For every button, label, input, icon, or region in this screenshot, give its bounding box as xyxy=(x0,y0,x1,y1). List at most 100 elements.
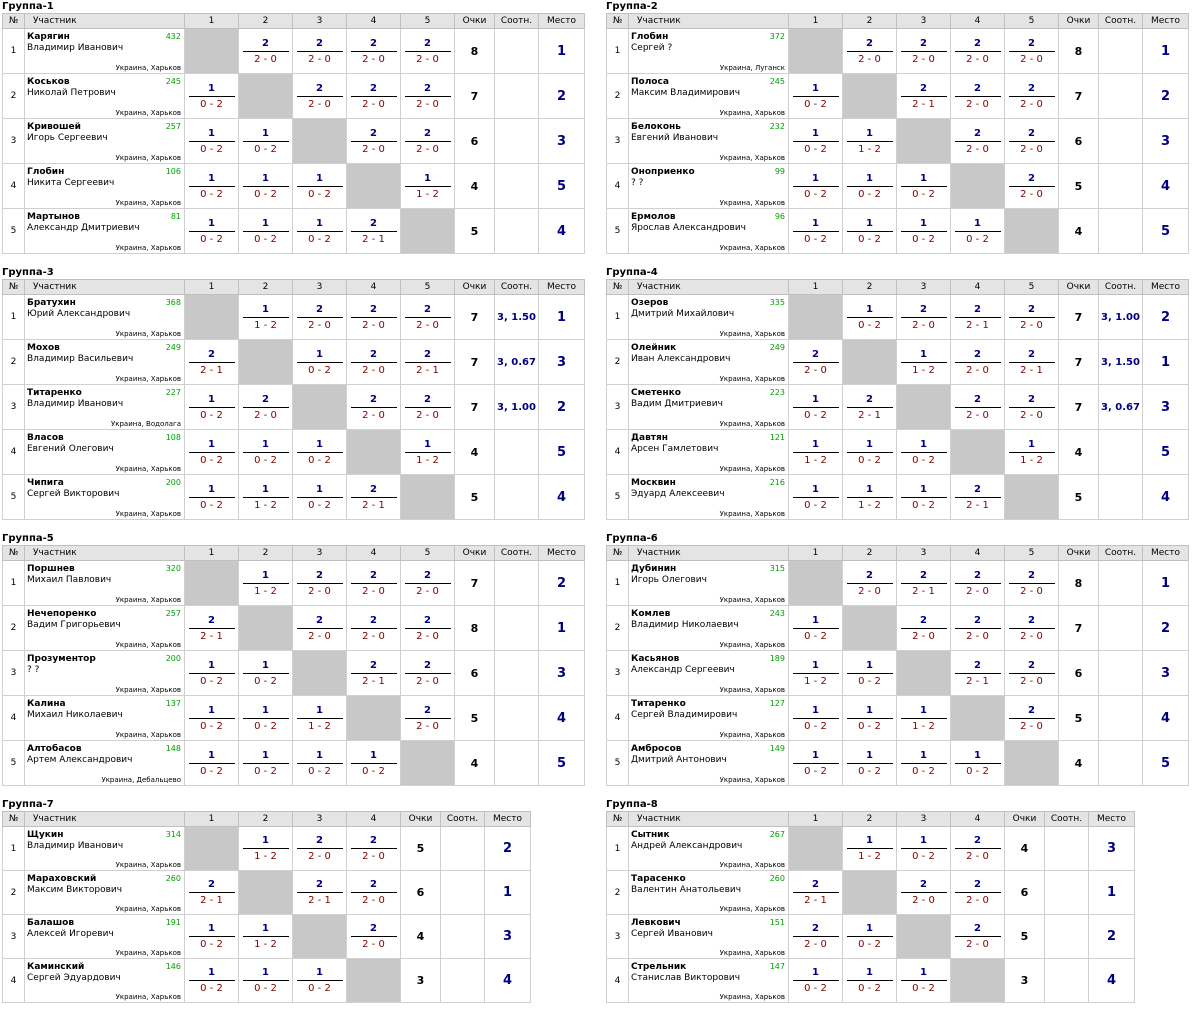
player-surname[interactable]: Комлев xyxy=(631,609,671,619)
match-score: 2 - 1 xyxy=(966,675,989,687)
match-score: 2 - 1 xyxy=(858,409,881,421)
match-cell: 1 0 - 2 xyxy=(788,474,843,520)
match-cell: 1 0 - 2 xyxy=(184,474,239,520)
player-surname[interactable]: Чипига xyxy=(27,478,64,488)
score-divider xyxy=(954,848,1001,849)
header-num: № xyxy=(2,545,25,561)
header-points: Очки xyxy=(1058,545,1099,561)
player-first-name: Евгений Олегович xyxy=(27,444,114,454)
match-score: 0 - 2 xyxy=(200,675,223,687)
player-surname[interactable]: Каминский xyxy=(27,962,85,972)
player-rating: 200 xyxy=(165,654,181,663)
match-score: 2 - 1 xyxy=(912,98,935,110)
match-points: 2 xyxy=(974,348,981,360)
match-result: 1 0 - 2 xyxy=(792,393,839,422)
player-surname[interactable]: Власов xyxy=(27,433,64,443)
player-surname[interactable]: Белоконь xyxy=(631,122,681,132)
match-points: 2 xyxy=(974,82,981,94)
match-points: 1 xyxy=(262,569,269,581)
match-result: 1 0 - 2 xyxy=(188,438,235,467)
player-surname[interactable]: Алтобасов xyxy=(27,744,82,754)
match-points: 2 xyxy=(1028,348,1035,360)
player-surname[interactable]: Сытник xyxy=(631,830,670,840)
player-surname[interactable]: Балашов xyxy=(27,918,75,928)
match-score: 2 - 0 xyxy=(254,409,277,421)
match-points: 1 xyxy=(866,704,873,716)
match-result: 1 1 - 2 xyxy=(242,483,289,512)
player-surname[interactable]: Озеров xyxy=(631,298,669,308)
player-surname[interactable]: Москвин xyxy=(631,478,676,488)
player-surname[interactable]: Мараховский xyxy=(27,874,97,884)
player-surname[interactable]: Дубинин xyxy=(631,564,677,574)
player-surname[interactable]: Карягин xyxy=(27,32,70,42)
player-surname[interactable]: Полоса xyxy=(631,77,669,87)
player-surname[interactable]: Коськов xyxy=(27,77,70,87)
player-row: 5 Ермолов 96 Ярослав Александрович Украина, … xyxy=(606,208,1189,254)
player-surname[interactable]: Братухин xyxy=(27,298,76,308)
match-cell: 2 2 - 0 xyxy=(1004,650,1059,696)
player-surname[interactable]: Глобин xyxy=(27,167,65,177)
player-row: 1 Щукин 314 Владимир Иванович Украина, Харьк… xyxy=(2,826,531,871)
player-surname[interactable]: Левкович xyxy=(631,918,681,928)
score-divider xyxy=(1008,672,1055,674)
group-table: № Участник 1 2 3 4 5 Очки Соотн. Место 1 Карягин 432… xyxy=(2,13,585,254)
match-cell: 2 2 - 0 xyxy=(292,605,347,651)
match-result: 1 0 - 2 xyxy=(296,217,343,246)
player-surname[interactable]: Стрельник xyxy=(631,962,687,972)
player-surname[interactable]: Щукин xyxy=(27,830,64,840)
self-cell xyxy=(184,28,239,74)
match-result: 2 2 - 0 xyxy=(404,614,451,643)
match-score: 0 - 2 xyxy=(308,364,331,376)
ratio-cell xyxy=(494,474,539,520)
player-surname[interactable]: Титаренко xyxy=(27,388,82,398)
score-divider xyxy=(846,496,893,498)
match-points: 2 xyxy=(370,303,377,315)
match-score: 0 - 2 xyxy=(858,983,881,994)
score-divider xyxy=(954,50,1001,52)
self-cell xyxy=(896,118,951,164)
match-cell: 1 1 - 2 xyxy=(400,163,455,209)
player-surname[interactable]: Амбросов xyxy=(631,744,682,754)
player-rating: 81 xyxy=(170,212,181,221)
self-cell xyxy=(292,118,347,164)
match-score: 0 - 2 xyxy=(200,98,223,110)
player-surname[interactable]: Давтян xyxy=(631,433,668,443)
player-surname[interactable]: Касьянов xyxy=(631,654,680,664)
match-cell: 2 2 - 1 xyxy=(400,339,455,385)
player-row: 2 Тарасенко 260 Валентин Анатольевич Украина… xyxy=(606,870,1135,915)
match-score: 2 - 1 xyxy=(362,499,385,511)
match-score: 2 - 0 xyxy=(362,53,385,65)
match-points: 1 xyxy=(812,704,819,716)
match-result: 1 0 - 2 xyxy=(242,217,289,246)
points-cell: 7 xyxy=(454,560,495,606)
player-surname[interactable]: Титаренко xyxy=(631,699,686,709)
player-surname[interactable]: Тарасенко xyxy=(631,874,686,884)
header-opponent: 4 xyxy=(950,13,1005,29)
ratio-cell xyxy=(1098,695,1143,741)
header-ratio: Соотн. xyxy=(1098,545,1143,561)
player-row: 5 Мартынов 81 Александр Дмитриевич Украина, … xyxy=(2,208,585,254)
player-surname[interactable]: Оноприенко xyxy=(631,167,695,177)
player-surname[interactable]: Мартынов xyxy=(27,212,80,222)
match-cell: 2 2 - 0 xyxy=(1004,384,1059,430)
player-surname[interactable]: Глобин xyxy=(631,32,669,42)
ratio-cell xyxy=(440,870,485,915)
player-surname[interactable]: Поршнев xyxy=(27,564,75,574)
match-cell: 1 0 - 2 xyxy=(842,958,897,1003)
player-surname[interactable]: Калина xyxy=(27,699,66,709)
match-cell: 1 1 - 2 xyxy=(238,826,293,871)
player-surname[interactable]: Сметенко xyxy=(631,388,681,398)
header-opponent: 5 xyxy=(400,545,455,561)
match-cell: 1 1 - 2 xyxy=(788,429,843,475)
player-surname[interactable]: Ермолов xyxy=(631,212,676,222)
player-city: Украина, Харьков xyxy=(719,154,785,162)
player-surname[interactable]: Нечепоренко xyxy=(27,609,97,619)
self-cell xyxy=(788,826,843,871)
match-points: 2 xyxy=(424,659,431,671)
player-surname[interactable]: Прозументор xyxy=(27,654,96,664)
points-cell: 8 xyxy=(454,605,495,651)
player-surname[interactable]: Кривошей xyxy=(27,122,81,132)
header-participant: Участник xyxy=(24,279,185,295)
player-surname[interactable]: Олейник xyxy=(631,343,677,353)
player-surname[interactable]: Мохов xyxy=(27,343,60,353)
